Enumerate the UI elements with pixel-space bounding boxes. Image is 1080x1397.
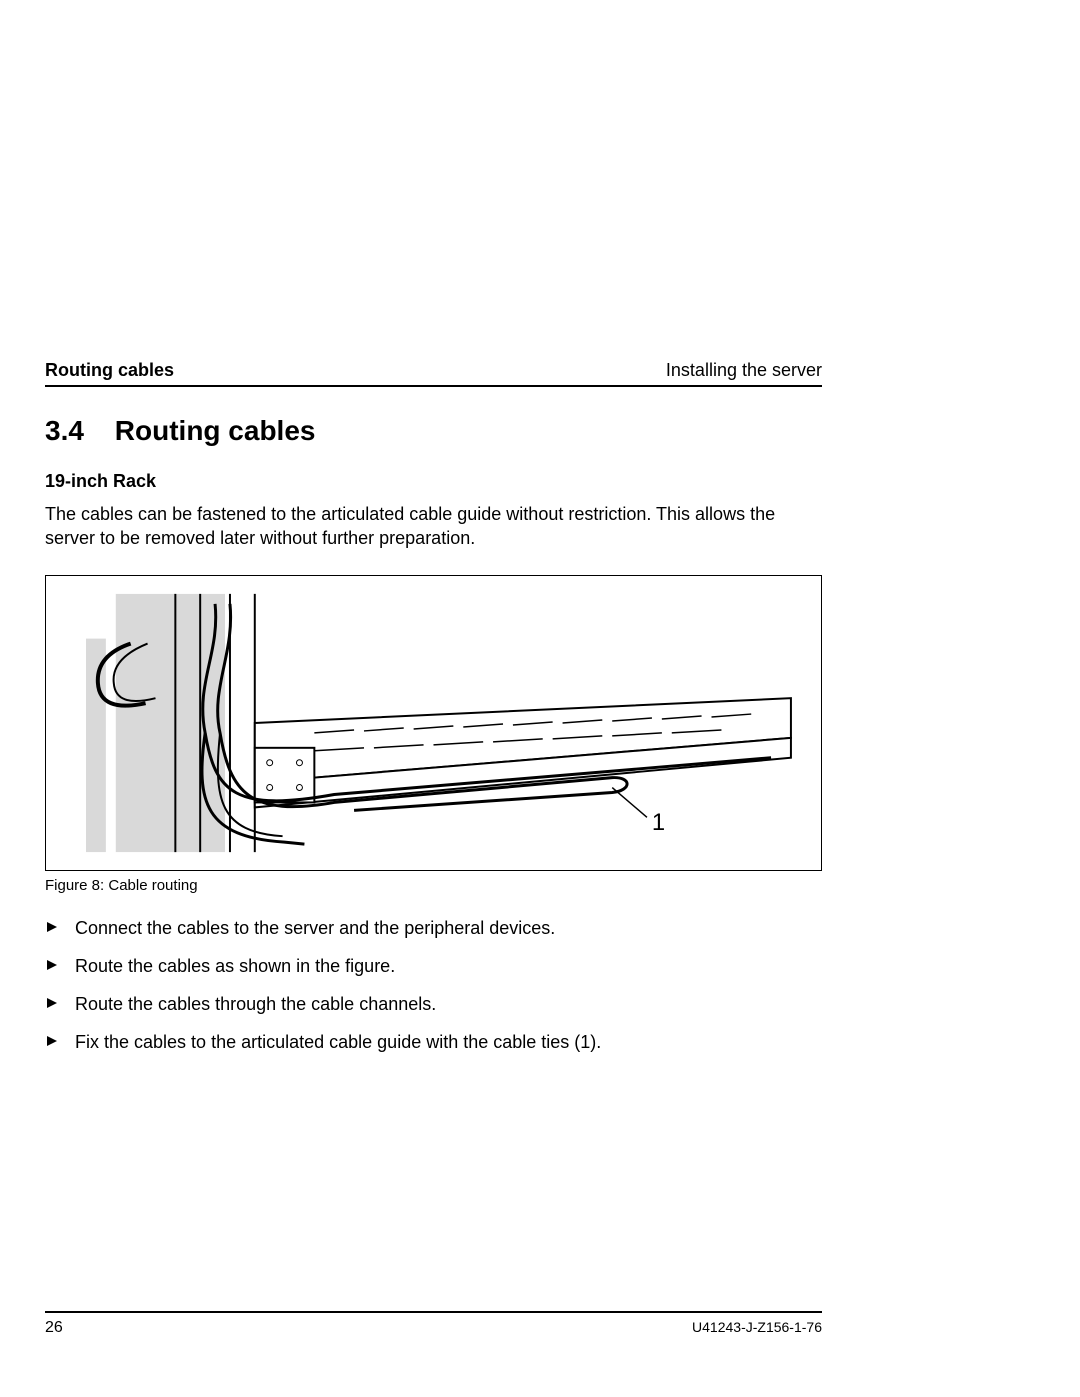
running-header: Routing cables Installing the server	[45, 360, 822, 387]
figure-caption: Figure 8: Cable routing	[45, 877, 822, 894]
section-title: Routing cables	[115, 415, 316, 446]
section-number: 3.4	[45, 415, 107, 447]
cable-routing-illustration: 1	[54, 584, 813, 862]
figure-callout-1: 1	[652, 809, 665, 836]
page-footer: 26 U41243-J-Z156-1-76	[45, 1311, 822, 1337]
header-chapter-name: Installing the server	[666, 360, 822, 381]
document-page: Routing cables Installing the server 3.4…	[0, 0, 1080, 1397]
figure-frame: 1	[45, 575, 822, 871]
step-item: Route the cables through the cable chann…	[45, 992, 822, 1016]
page-number: 26	[45, 1319, 63, 1337]
intro-paragraph: The cables can be fastened to the articu…	[45, 502, 822, 551]
document-id: U41243-J-Z156-1-76	[692, 1319, 822, 1337]
header-section-name: Routing cables	[45, 360, 174, 381]
step-item: Route the cables as shown in the figure.	[45, 954, 822, 978]
step-item: Fix the cables to the articulated cable …	[45, 1030, 822, 1054]
procedure-steps: Connect the cables to the server and the…	[45, 916, 822, 1055]
subsection-heading: 19-inch Rack	[45, 471, 822, 492]
section-heading: 3.4 Routing cables	[45, 415, 822, 447]
step-item: Connect the cables to the server and the…	[45, 916, 822, 940]
